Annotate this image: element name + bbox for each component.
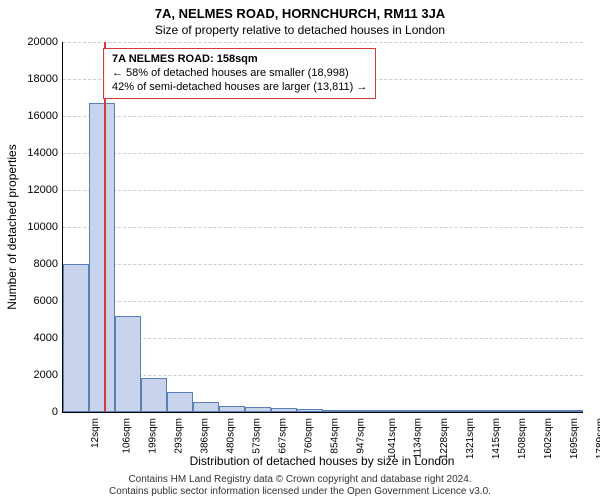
- x-tick-label: 947sqm: [356, 418, 367, 454]
- gridline: [63, 227, 583, 228]
- gridline: [63, 264, 583, 265]
- gridline: [63, 153, 583, 154]
- y-tick-label: 2000: [34, 369, 58, 381]
- histogram-bar: [323, 410, 349, 412]
- histogram-bar: [427, 410, 453, 412]
- y-tick-label: 10000: [27, 221, 58, 233]
- x-tick-label: 760sqm: [304, 418, 315, 454]
- x-tick-label: 480sqm: [226, 418, 237, 454]
- histogram-bar: [193, 402, 219, 412]
- y-tick-label: 14000: [27, 147, 58, 159]
- histogram-bar: [531, 410, 557, 412]
- x-tick-label: 1695sqm: [569, 418, 580, 459]
- chart-subtitle: Size of property relative to detached ho…: [0, 21, 600, 37]
- x-tick-label: 1415sqm: [491, 418, 502, 459]
- histogram-bar: [271, 408, 297, 412]
- footer: Contains HM Land Registry data © Crown c…: [0, 474, 600, 498]
- x-tick-label: 106sqm: [122, 418, 133, 454]
- x-tick-label: 1134sqm: [412, 418, 423, 458]
- gridline: [63, 42, 583, 43]
- x-tick-label: 199sqm: [148, 418, 159, 454]
- x-tick-label: 854sqm: [330, 418, 341, 454]
- x-tick-label: 1602sqm: [543, 418, 554, 459]
- x-tick-label: 1789sqm: [595, 418, 600, 459]
- histogram-bar: [141, 378, 167, 412]
- x-tick-label: 12sqm: [90, 418, 101, 448]
- y-tick-label: 20000: [27, 36, 58, 48]
- x-tick-label: 386sqm: [200, 418, 211, 454]
- y-tick-label: 8000: [34, 258, 58, 270]
- histogram-bar: [89, 103, 115, 412]
- y-tick-label: 18000: [27, 73, 58, 85]
- x-tick-label: 293sqm: [174, 418, 185, 454]
- gridline: [63, 190, 583, 191]
- footer-line1: Contains HM Land Registry data © Crown c…: [0, 474, 600, 486]
- property-info-box: 7A NELMES ROAD: 158sqm ← 58% of detached…: [103, 48, 376, 99]
- y-tick-label: 16000: [27, 110, 58, 122]
- histogram-bar: [349, 410, 375, 412]
- chart-container: 7A, NELMES ROAD, HORNCHURCH, RM11 3JA Si…: [0, 0, 600, 500]
- y-tick-label: 0: [52, 406, 58, 418]
- histogram-bar: [557, 410, 583, 412]
- gridline: [63, 301, 583, 302]
- histogram-bar: [453, 410, 479, 412]
- x-axis-label: Distribution of detached houses by size …: [62, 454, 582, 468]
- histogram-bar: [401, 410, 427, 412]
- chart-title: 7A, NELMES ROAD, HORNCHURCH, RM11 3JA: [0, 0, 600, 21]
- x-tick-label: 1041sqm: [387, 418, 398, 459]
- y-tick-label: 4000: [34, 332, 58, 344]
- gridline: [63, 116, 583, 117]
- plot-area: 7A NELMES ROAD: 158sqm ← 58% of detached…: [62, 42, 583, 413]
- histogram-bar: [63, 264, 89, 412]
- histogram-bar: [219, 406, 245, 412]
- x-tick-label: 1228sqm: [439, 418, 450, 459]
- x-tick-label: 667sqm: [278, 418, 289, 454]
- histogram-bar: [297, 409, 323, 412]
- histogram-bar: [505, 410, 531, 412]
- chart-area: Number of detached properties 0200040006…: [62, 42, 582, 412]
- histogram-bar: [479, 410, 505, 412]
- x-tick-label: 1321sqm: [465, 418, 476, 459]
- footer-line2: Contains public sector information licen…: [0, 486, 600, 498]
- histogram-bar: [167, 392, 193, 412]
- y-axis-label: Number of detached properties: [5, 144, 19, 309]
- x-tick-label: 573sqm: [252, 418, 263, 454]
- info-box-line1: 7A NELMES ROAD: 158sqm: [112, 53, 367, 67]
- histogram-bar: [115, 316, 141, 412]
- y-tick-label: 6000: [34, 295, 58, 307]
- histogram-bar: [375, 410, 401, 412]
- info-box-line2: ← 58% of detached houses are smaller (18…: [112, 67, 367, 81]
- histogram-bar: [245, 407, 271, 412]
- y-tick-label: 12000: [27, 184, 58, 196]
- info-box-line3: 42% of semi-detached houses are larger (…: [112, 81, 367, 95]
- x-tick-label: 1508sqm: [517, 418, 528, 459]
